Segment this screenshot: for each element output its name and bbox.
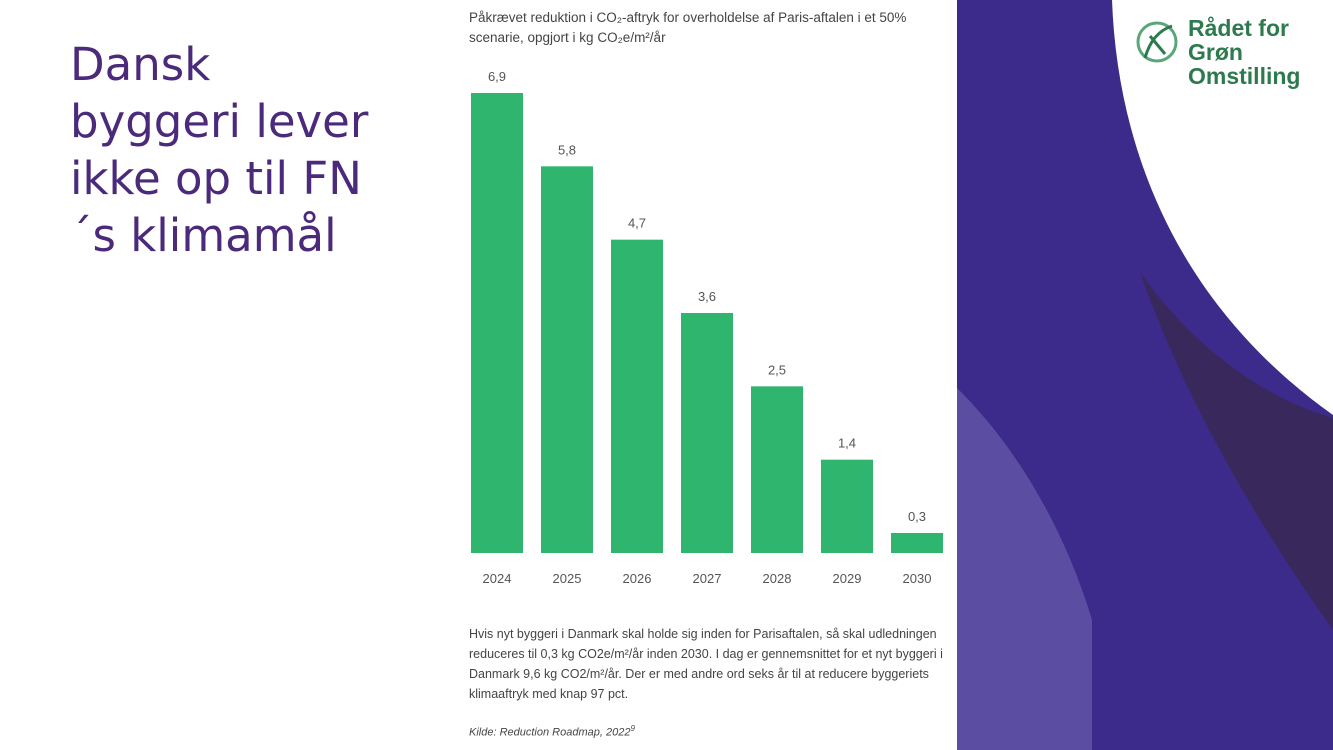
logo-text: Rådet for Grøn Omstilling bbox=[1188, 15, 1301, 89]
x-tick-label: 2025 bbox=[553, 571, 582, 586]
value-label: 2,5 bbox=[768, 362, 786, 377]
value-label: 4,7 bbox=[628, 216, 646, 231]
footnote: 9 bbox=[630, 724, 635, 733]
source-text: Kilde: Reduction Roadmap, 2022 bbox=[469, 726, 631, 739]
x-tick-label: 2030 bbox=[903, 571, 932, 586]
decor-dark bbox=[1140, 272, 1333, 630]
source: Kilde: Reduction Roadmap, 20229 bbox=[469, 724, 635, 739]
x-tick-label: 2028 bbox=[763, 571, 792, 586]
bar bbox=[891, 533, 943, 553]
x-tick-label: 2026 bbox=[623, 571, 652, 586]
value-label: 0,3 bbox=[908, 509, 926, 524]
slide-heading: Dansk byggeri lever ikke op til FN´s kli… bbox=[70, 38, 369, 262]
bar bbox=[541, 166, 593, 554]
bar bbox=[751, 386, 803, 553]
bar bbox=[471, 93, 523, 553]
x-tick-label: 2029 bbox=[833, 571, 862, 586]
value-label: 1,4 bbox=[838, 436, 856, 451]
value-label: 5,8 bbox=[558, 142, 576, 157]
bar bbox=[821, 459, 873, 553]
value-label: 3,6 bbox=[698, 289, 716, 304]
chart-title: Påkrævet reduktion i CO₂-aftryk for over… bbox=[469, 10, 907, 45]
x-tick-label: 2027 bbox=[693, 571, 722, 586]
logo-icon bbox=[1136, 21, 1178, 63]
x-tick-label: 2024 bbox=[483, 571, 512, 586]
decor-light bbox=[957, 388, 1092, 750]
value-label: 6,9 bbox=[488, 69, 506, 84]
caption: Hvis nyt byggeri i Danmark skal holde si… bbox=[469, 627, 943, 701]
bar bbox=[681, 313, 733, 553]
bar bbox=[611, 239, 663, 553]
